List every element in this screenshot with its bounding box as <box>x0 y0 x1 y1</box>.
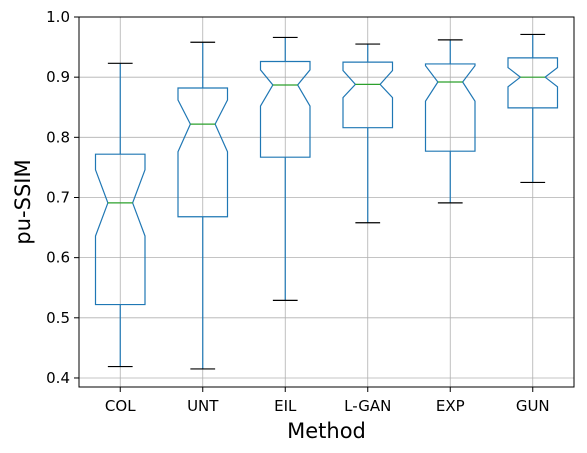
box-col <box>94 62 146 368</box>
y-axis-ticks: 0.4 0.5 0.6 0.7 0.8 0.9 1.0 <box>46 8 79 387</box>
x-tick-label: EXP <box>436 397 465 415</box>
y-tick-label: 0.7 <box>46 188 70 206</box>
notched-box <box>342 61 394 129</box>
y-tick-label: 0.8 <box>46 128 70 146</box>
box-l-gan <box>342 43 394 224</box>
y-tick-label: 1.0 <box>46 8 70 26</box>
x-tick-label: EIL <box>274 397 297 415</box>
x-tick-label: COL <box>105 397 136 415</box>
y-tick-label: 0.6 <box>46 249 70 267</box>
notched-box <box>507 57 559 109</box>
grid-lines <box>79 16 574 387</box>
box-unt <box>177 41 229 370</box>
x-axis-label: Method <box>287 419 366 443</box>
y-tick-label: 0.4 <box>46 369 70 387</box>
y-tick-label: 0.9 <box>46 68 70 86</box>
plot-frame <box>78 16 575 388</box>
x-tick-label: L-GAN <box>344 397 391 415</box>
notched-box <box>424 63 476 152</box>
x-tick-label: GUN <box>516 397 550 415</box>
box-eil <box>259 36 311 301</box>
box-gun <box>507 33 559 184</box>
y-axis-label: pu-SSIM <box>11 159 35 244</box>
box-series <box>94 33 559 370</box>
x-tick-label: UNT <box>187 397 219 415</box>
notched-box <box>259 60 311 158</box>
box-exp <box>424 39 476 204</box>
notched-box <box>177 87 229 218</box>
x-axis-ticks: COL UNT EIL L-GAN EXP GUN <box>105 387 550 415</box>
y-tick-label: 0.5 <box>46 309 70 327</box>
notched-box <box>94 153 146 306</box>
